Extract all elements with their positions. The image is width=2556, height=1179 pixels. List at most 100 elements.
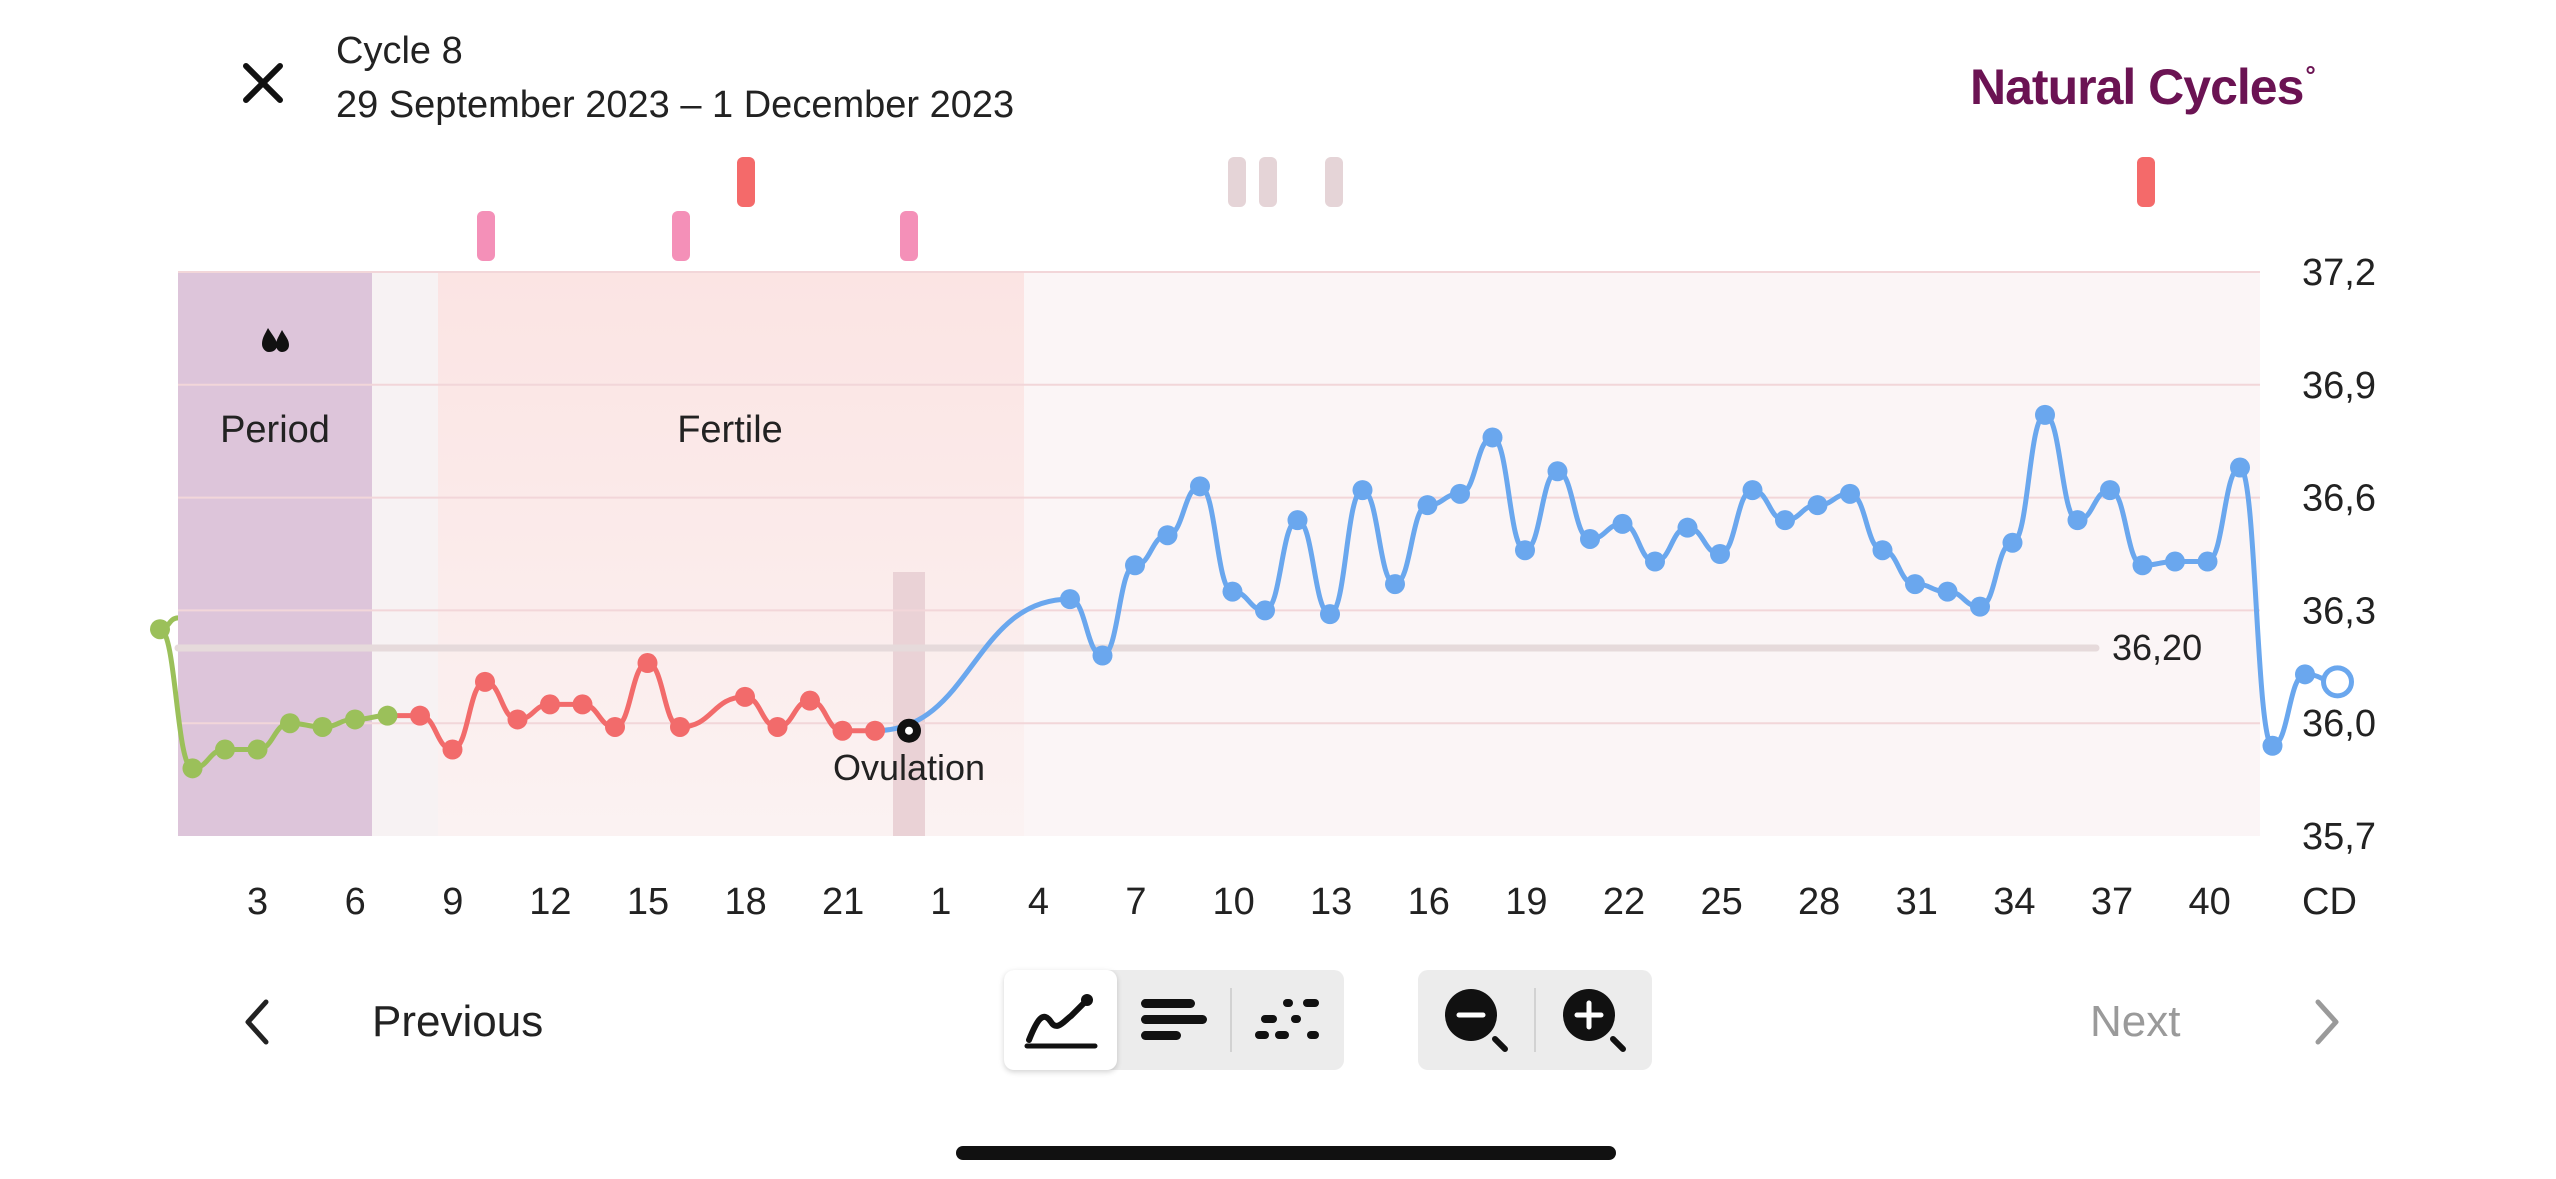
fertile-temperature-point[interactable] <box>832 720 853 741</box>
fertile-temperature-point[interactable] <box>735 686 755 707</box>
luteal-temperature-point[interactable] <box>1417 495 1438 516</box>
period-drop-icon <box>262 328 289 352</box>
luteal-temperature-point[interactable] <box>1385 574 1405 595</box>
x-tick-label: 6 <box>345 881 366 923</box>
luteal-temperature-point[interactable] <box>2295 664 2315 685</box>
luteal-temperature-point[interactable] <box>1190 476 1210 497</box>
cycle-event-marker[interactable] <box>737 157 755 207</box>
luteal-temperature-point[interactable] <box>1547 461 1568 482</box>
fertile-temperature-point[interactable] <box>637 653 658 674</box>
luteal-temperature-point[interactable] <box>2230 457 2250 478</box>
period-temperature-point[interactable] <box>150 619 170 640</box>
luteal-temperature-point[interactable] <box>1092 645 1113 666</box>
period-temperature-point[interactable] <box>247 739 268 760</box>
luteal-temperature-point[interactable] <box>2035 404 2055 425</box>
fertile-temperature-point[interactable] <box>605 716 625 737</box>
fertile-temperature-point[interactable] <box>767 716 788 737</box>
zoom-out-button[interactable] <box>1418 970 1534 1070</box>
luteal-temperature-point[interactable] <box>1937 581 1958 602</box>
fertile-temperature-point[interactable] <box>572 694 593 715</box>
home-indicator <box>956 1146 1616 1160</box>
dots-view-button[interactable] <box>1231 970 1344 1070</box>
zoom-divider <box>1534 988 1536 1052</box>
luteal-temperature-point[interactable] <box>1580 528 1600 549</box>
luteal-temperature-point[interactable] <box>1807 495 1828 516</box>
luteal-temperature-point[interactable] <box>1677 517 1698 538</box>
period-label: Period <box>220 409 330 451</box>
fertile-temperature-point[interactable] <box>442 739 463 760</box>
fertile-temperature-point[interactable] <box>670 716 690 737</box>
luteal-temperature-point[interactable] <box>2165 551 2185 572</box>
x-tick-label: 1 <box>930 881 951 923</box>
luteal-temperature-point[interactable] <box>1775 510 1795 531</box>
x-tick-label: 40 <box>2188 881 2230 923</box>
period-temperature-point[interactable] <box>182 758 203 779</box>
drop-shape <box>262 328 277 352</box>
period-temperature-point[interactable] <box>312 716 333 737</box>
luteal-temperature-point[interactable] <box>1970 596 1990 617</box>
luteal-temperature-point[interactable] <box>1905 574 1925 595</box>
zoom-out-icon <box>1445 989 1508 1052</box>
period-band <box>178 272 372 836</box>
period-temperature-point[interactable] <box>345 709 365 730</box>
luteal-temperature-point[interactable] <box>2132 555 2153 576</box>
luteal-temperature-point[interactable] <box>2197 551 2218 572</box>
period-temperature-point[interactable] <box>377 705 398 726</box>
today-temperature-point[interactable] <box>2321 665 2354 699</box>
cycle-event-marker[interactable] <box>1228 157 1246 207</box>
drop-shape <box>276 330 289 352</box>
graph-view-button[interactable] <box>1004 970 1117 1070</box>
x-tick-label: 7 <box>1125 881 1146 923</box>
luteal-temperature-point[interactable] <box>1352 480 1373 501</box>
zoom-in-button[interactable] <box>1536 970 1652 1070</box>
luteal-temperature-point[interactable] <box>1872 540 1893 561</box>
ovulation-label: Ovulation <box>833 747 985 788</box>
fertile-temperature-point[interactable] <box>800 690 820 711</box>
cycle-event-marker[interactable] <box>1259 157 1277 207</box>
next-cycle-button[interactable]: Next <box>2090 990 2356 1054</box>
fertile-temperature-point[interactable] <box>410 705 430 726</box>
luteal-temperature-point[interactable] <box>1645 551 1665 572</box>
fertile-temperature-point[interactable] <box>865 720 885 741</box>
luteal-temperature-point[interactable] <box>1222 581 1243 602</box>
x-tick-label: 34 <box>1993 881 2035 923</box>
period-temperature-point[interactable] <box>215 739 235 760</box>
cycle-event-marker[interactable] <box>672 211 690 261</box>
luteal-temperature-point[interactable] <box>1320 604 1340 625</box>
luteal-temperature-point[interactable] <box>1840 483 1860 504</box>
cycle-event-marker[interactable] <box>1325 157 1343 207</box>
cycle-event-marker[interactable] <box>477 211 495 261</box>
luteal-temperature-point[interactable] <box>1742 480 1763 501</box>
x-tick-label: 18 <box>724 881 766 923</box>
chevron-right-icon <box>2315 999 2339 1045</box>
luteal-temperature-point[interactable] <box>1125 555 1145 576</box>
luteal-temperature-point[interactable] <box>1612 513 1633 534</box>
fertile-temperature-point[interactable] <box>507 709 528 730</box>
luteal-temperature-point[interactable] <box>1255 600 1275 621</box>
cover-line-label: 36,20 <box>2112 627 2202 668</box>
luteal-temperature-point[interactable] <box>2262 735 2283 756</box>
close-button[interactable] <box>228 48 298 118</box>
luteal-temperature-point[interactable] <box>1060 589 1080 610</box>
period-temperature-point[interactable] <box>280 713 300 734</box>
cycle-event-marker[interactable] <box>2137 157 2155 207</box>
x-tick-label: 37 <box>2091 881 2133 923</box>
view-divider <box>1230 988 1232 1052</box>
luteal-temperature-point[interactable] <box>1482 427 1503 448</box>
luteal-temperature-point[interactable] <box>1287 510 1308 531</box>
luteal-temperature-point[interactable] <box>1710 544 1730 564</box>
luteal-temperature-point[interactable] <box>1450 483 1470 504</box>
luteal-temperature-point[interactable] <box>2100 480 2120 501</box>
luteal-temperature-point[interactable] <box>2002 532 2023 553</box>
y-tick-label: 35,7 <box>2302 816 2376 858</box>
luteal-temperature-point[interactable] <box>1157 525 1178 546</box>
previous-cycle-button[interactable]: Previous <box>228 990 543 1054</box>
fertile-temperature-point[interactable] <box>540 694 560 715</box>
bar-view-button[interactable] <box>1117 970 1230 1070</box>
fertile-temperature-point[interactable] <box>475 671 495 692</box>
fertile-band <box>438 272 1024 836</box>
cycle-event-marker[interactable] <box>900 211 918 261</box>
luteal-temperature-point[interactable] <box>2067 510 2088 531</box>
temperature-chart[interactable]: 36,20 Period Fertile Ovulation 37,2 36,9 36,… <box>0 0 2556 940</box>
luteal-temperature-point[interactable] <box>1515 540 1535 561</box>
